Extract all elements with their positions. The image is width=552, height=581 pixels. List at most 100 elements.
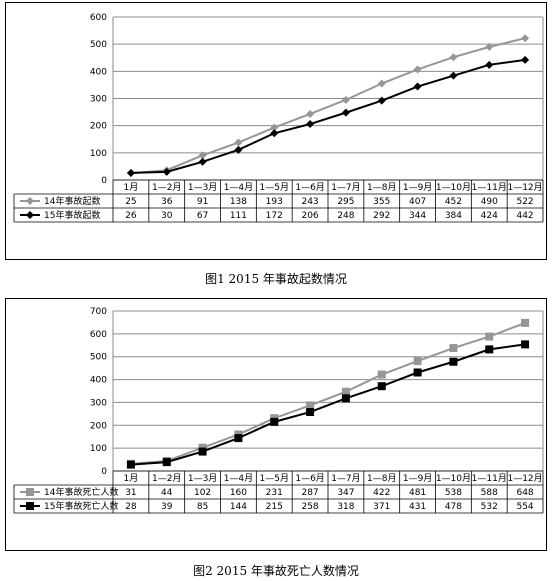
y-tick-label: 500 — [90, 353, 107, 363]
data-point — [270, 123, 279, 132]
legend-key-marker — [26, 211, 34, 219]
series-line — [130, 343, 526, 466]
x-tick-label: 1—11月 — [472, 473, 507, 484]
data-label: 648 — [516, 488, 533, 498]
x-tick-label: 1—6月 — [295, 182, 324, 193]
data-label: 172 — [266, 211, 283, 221]
data-label: 144 — [230, 502, 247, 512]
x-tick-label: 1—12月 — [507, 182, 542, 193]
legend-key — [20, 502, 40, 510]
series-group — [126, 55, 530, 177]
x-tick-label: 1—10月 — [436, 182, 471, 193]
data-label: 160 — [230, 488, 247, 498]
x-tick-label: 1月 — [124, 473, 139, 484]
data-label: 431 — [409, 502, 426, 512]
figure-2-caption: 图2 2015 年事故死亡人数情况 — [193, 564, 359, 578]
data-label: 138 — [230, 197, 247, 207]
data-point — [341, 95, 350, 104]
x-tick-label: 1月 — [124, 182, 139, 193]
data-point — [521, 340, 530, 349]
chart-2: 0 100 200 300 400 500 600 700 1月 1—2月 1—3月 1—4月 1—5月… — [13, 307, 544, 514]
y-tick-label: 300 — [90, 398, 107, 408]
data-label: 452 — [445, 197, 462, 207]
y-tick-label: 700 — [90, 307, 107, 317]
data-label: 215 — [266, 502, 283, 512]
x-tick-label: 1—3月 — [188, 473, 217, 484]
legend-key-marker — [26, 488, 34, 496]
data-point — [485, 42, 494, 51]
data-label: 206 — [301, 211, 318, 221]
data-label: 442 — [516, 211, 533, 221]
data-label: 31 — [125, 488, 136, 498]
data-point — [377, 79, 386, 88]
data-point — [413, 368, 422, 377]
data-label: 39 — [161, 502, 173, 512]
data-point — [234, 145, 243, 154]
y-tick-label: 400 — [90, 67, 107, 77]
data-point — [270, 417, 279, 426]
data-point — [449, 344, 458, 353]
chart-panel-1: 0 100 200 300 400 500 600 1月 1—2月 1—3月 1—4月 1—5月 1—6… — [5, 2, 547, 260]
data-point — [413, 82, 422, 91]
gridlines — [113, 16, 543, 181]
data-label: 424 — [481, 211, 498, 221]
data-label: 231 — [266, 488, 283, 498]
data-label: 44 — [161, 488, 173, 498]
data-label: 588 — [481, 488, 498, 498]
legend-key — [20, 488, 40, 496]
y-tick-label: 600 — [90, 330, 107, 340]
data-label: 292 — [373, 211, 390, 221]
series-line — [130, 37, 526, 175]
y-tick-label: 300 — [90, 95, 107, 105]
data-point — [377, 370, 386, 379]
data-point — [198, 151, 207, 160]
data-label: 554 — [516, 502, 533, 512]
x-tick-label: 1—11月 — [472, 182, 507, 193]
x-tick-label: 1—8月 — [367, 473, 396, 484]
data-point — [341, 394, 350, 403]
data-point — [270, 129, 279, 138]
data-table — [13, 470, 544, 514]
data-point — [521, 55, 530, 64]
data-label: 25 — [125, 197, 136, 207]
data-point — [413, 357, 422, 366]
data-label: 85 — [197, 502, 208, 512]
x-tick-label: 1—6月 — [295, 473, 324, 484]
y-tick-label: 100 — [90, 444, 107, 454]
figure-1-caption: 图1 2015 年事故起数情况 — [205, 272, 347, 286]
x-tick-label: 1—7月 — [331, 473, 360, 484]
legend-label: 14年事故死亡人数 — [44, 486, 118, 498]
x-tick-label: 1—7月 — [331, 182, 360, 193]
chart-panel-2: 0 100 200 300 400 500 600 700 1月 1—2月 1—3月 1—4月 1—5月… — [5, 298, 547, 551]
x-tick-label: 1—4月 — [224, 473, 253, 484]
x-tick-label: 1—2月 — [152, 182, 181, 193]
data-label: 347 — [337, 488, 354, 498]
data-point — [162, 458, 171, 467]
data-label: 295 — [337, 197, 354, 207]
y-tick-label: 100 — [90, 149, 107, 159]
y-tick-label: 0 — [101, 467, 107, 477]
data-label: 287 — [301, 488, 318, 498]
data-label: 481 — [409, 488, 426, 498]
data-point — [162, 167, 171, 176]
data-point — [306, 109, 315, 118]
data-label: 258 — [301, 502, 318, 512]
series-line — [130, 58, 526, 174]
data-point — [234, 434, 243, 443]
data-label: 67 — [197, 211, 208, 221]
data-point — [485, 345, 494, 354]
legend-label: 15年事故死亡人数 — [44, 500, 118, 512]
data-label: 490 — [481, 197, 498, 207]
data-point — [126, 460, 135, 469]
data-point — [449, 357, 458, 366]
data-label: 532 — [481, 502, 498, 512]
x-tick-label: 1—8月 — [367, 182, 396, 193]
data-point — [234, 138, 243, 147]
x-tick-label: 1—5月 — [260, 473, 289, 484]
y-tick-label: 600 — [90, 13, 107, 23]
x-tick-label: 1—10月 — [436, 473, 471, 484]
legend-key — [20, 211, 40, 219]
data-point — [521, 34, 530, 43]
data-label: 371 — [373, 502, 390, 512]
data-label: 36 — [161, 197, 173, 207]
